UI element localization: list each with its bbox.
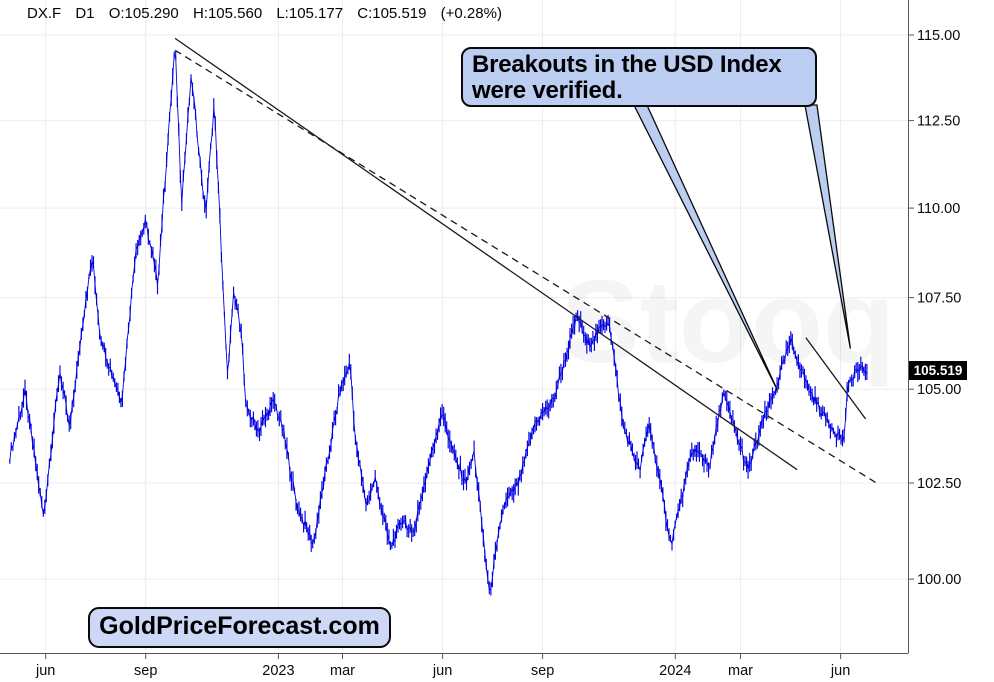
x-axis-label: jun — [35, 663, 55, 679]
open-value: O:105.290 — [108, 5, 179, 22]
x-axis-label: 2023 — [262, 663, 294, 679]
x-axis-label: sep — [134, 663, 157, 679]
last-price-badge: 105.519 — [909, 361, 967, 380]
brand-label: GoldPriceForecast.com — [99, 612, 380, 640]
low-value: L:105.177 — [276, 5, 344, 22]
y-axis-label: 115.00 — [917, 28, 960, 44]
y-axis-label: 100.00 — [917, 572, 961, 588]
long-term-resistance-dashed — [174, 49, 877, 484]
close-value: C:105.519 — [357, 5, 427, 22]
short-term-resistance-solid — [805, 337, 867, 420]
timeframe-label: D1 — [75, 5, 95, 22]
x-axis-label: mar — [330, 663, 355, 679]
high-value: H:105.560 — [192, 5, 263, 22]
y-axis-label: 112.50 — [917, 114, 960, 130]
x-axis-label: 2024 — [659, 663, 691, 679]
annotation-callout: Breakouts in the USD Index were verified… — [461, 47, 817, 107]
y-axis-label: 105.00 — [917, 382, 961, 398]
y-axis-label: 110.00 — [917, 201, 960, 217]
x-axis-label: jun — [830, 663, 850, 679]
brand-box[interactable]: GoldPriceForecast.com — [88, 607, 391, 648]
price-bars — [9, 51, 868, 596]
x-axis-label: sep — [531, 663, 554, 679]
quote-header: DX.F D1 O:105.290 H:105.560 L:105.177 C:… — [27, 5, 512, 22]
y-axis-label: 107.50 — [917, 291, 961, 307]
y-axis-label: 102.50 — [917, 476, 961, 492]
symbol-label: DX.F — [27, 5, 62, 22]
x-axis-label: jun — [432, 663, 452, 679]
x-axis-label: mar — [728, 663, 753, 679]
callout-line-1: Breakouts in the USD Index — [472, 51, 782, 78]
change-percent: (+0.28%) — [440, 5, 502, 22]
callout-line-2: were verified. — [472, 77, 623, 104]
long-term-resistance-solid — [174, 37, 798, 471]
